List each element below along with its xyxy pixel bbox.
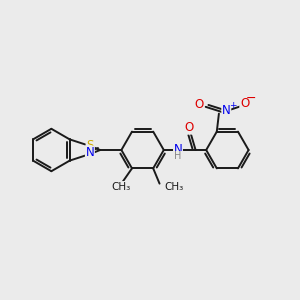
Text: +: + xyxy=(229,101,237,110)
Text: CH₃: CH₃ xyxy=(112,182,131,192)
Text: −: − xyxy=(246,92,256,105)
Text: N: N xyxy=(85,146,94,159)
Text: CH₃: CH₃ xyxy=(164,182,183,192)
Text: O: O xyxy=(240,97,249,110)
Text: H: H xyxy=(174,152,182,161)
Text: S: S xyxy=(86,140,94,152)
Text: O: O xyxy=(184,121,194,134)
Text: N: N xyxy=(222,103,231,117)
Text: N: N xyxy=(174,143,182,157)
Text: O: O xyxy=(195,98,204,111)
